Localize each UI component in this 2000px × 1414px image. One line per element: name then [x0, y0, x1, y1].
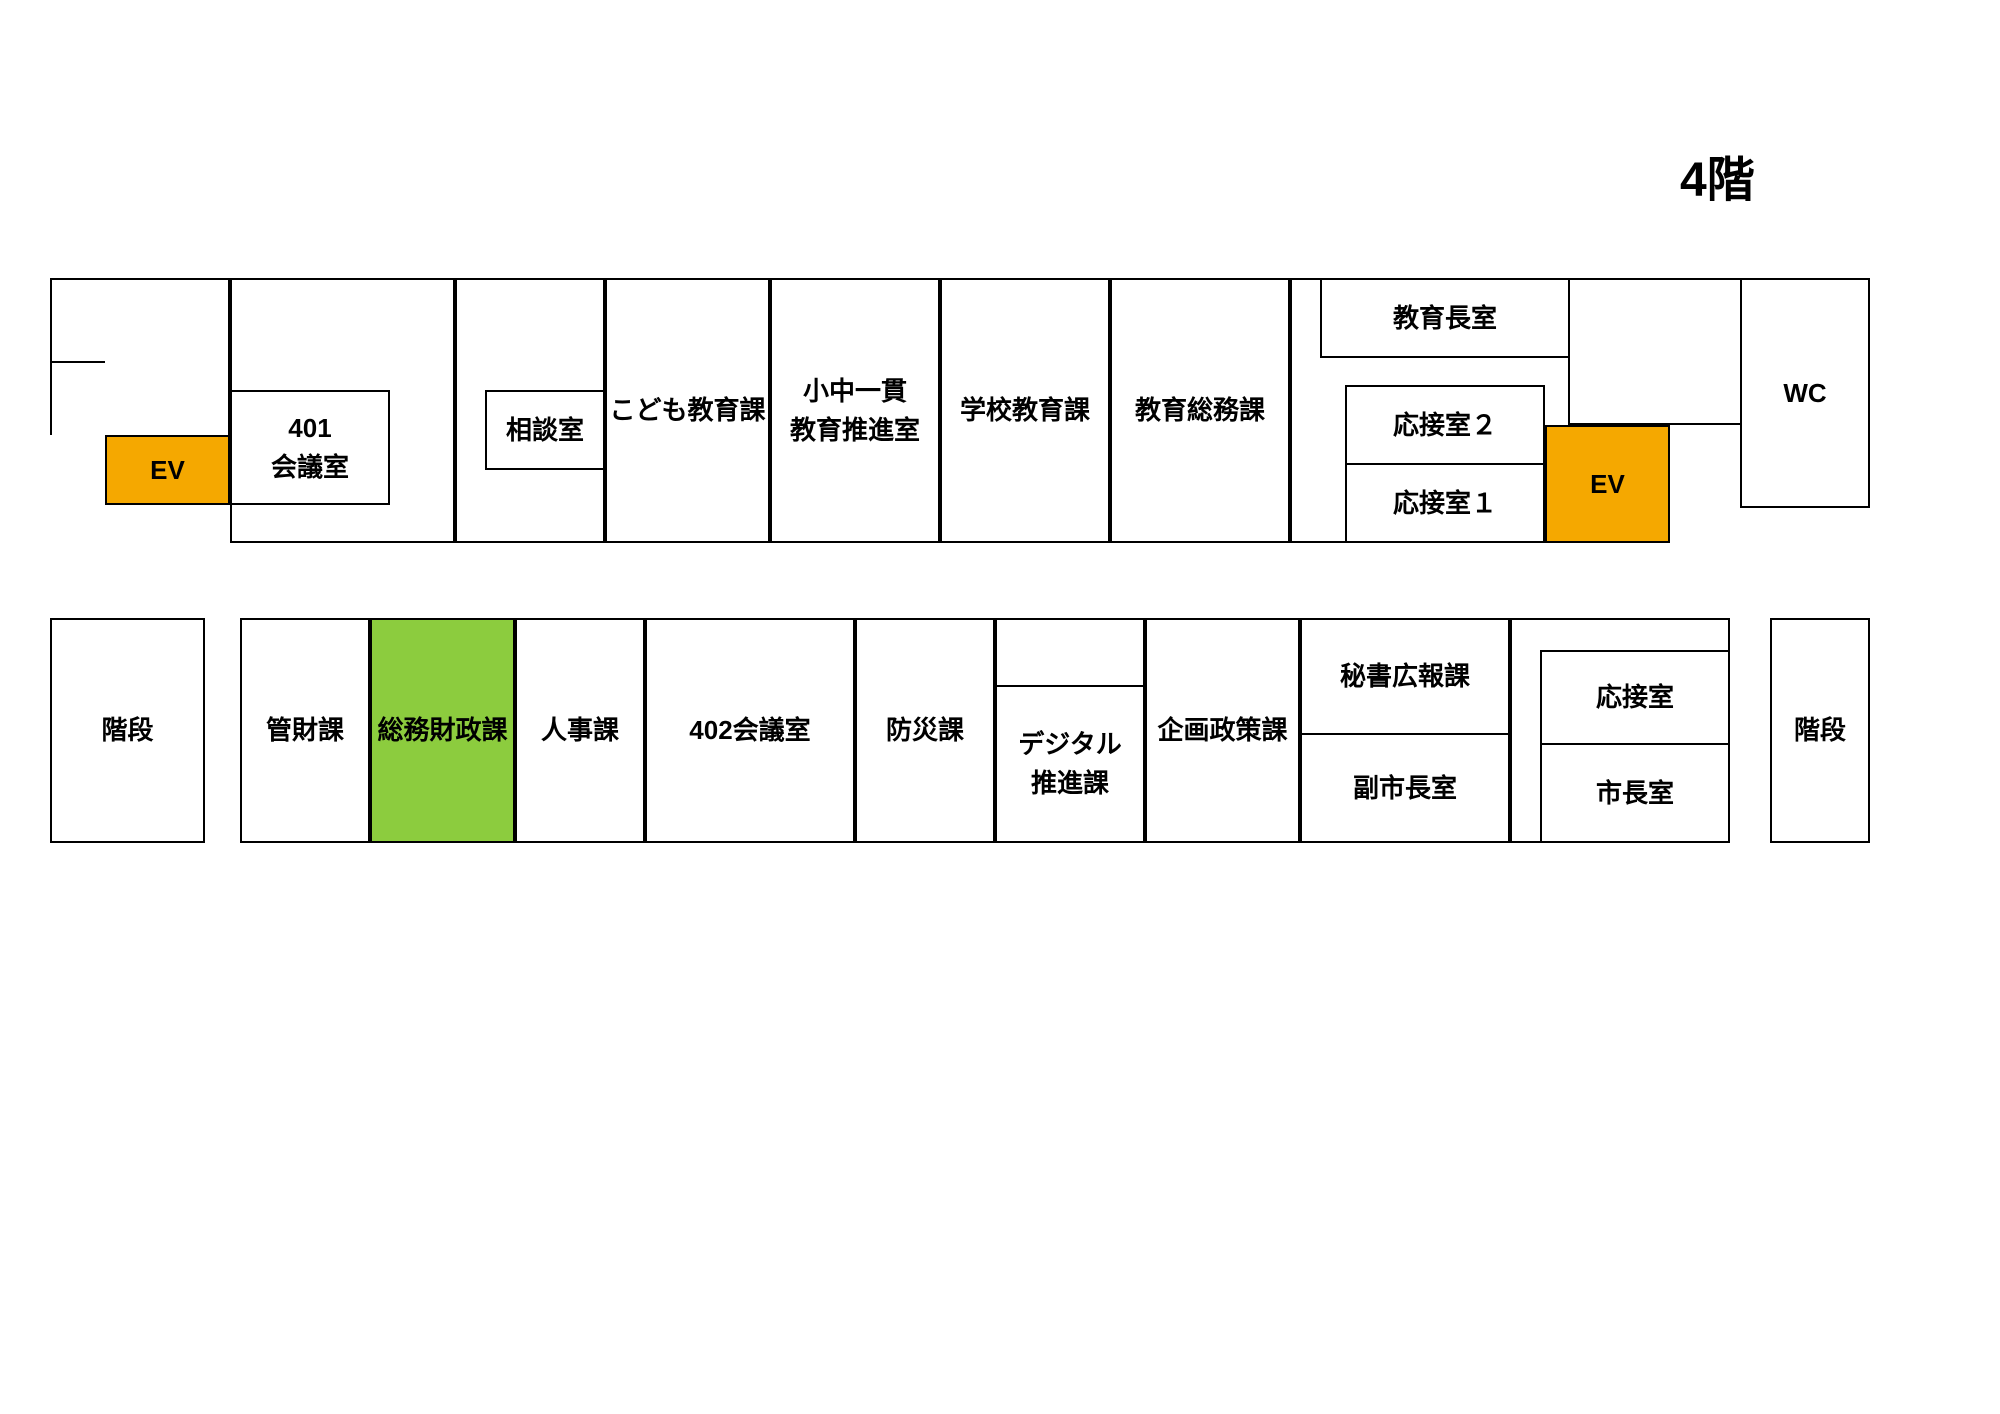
room-label: 秘書広報課 [1340, 657, 1470, 696]
room-label: 階段 [101, 711, 153, 750]
room-label: 防災課 [886, 711, 964, 750]
room-somu-zaisei: 総務財政課 [370, 618, 515, 843]
room-label: 教育総務課 [1135, 391, 1265, 430]
room-kikaku: 企画政策課 [1145, 618, 1300, 843]
room-shicho: 市長室 [1540, 743, 1730, 843]
room-shochu: 小中一貫 教育推進室 [770, 278, 940, 543]
room-top-outline-left [50, 278, 105, 363]
room-label: 402会議室 [689, 711, 810, 750]
room-label: 管財課 [266, 711, 344, 750]
room-label: 応接室１ [1393, 484, 1497, 523]
room-label: 人事課 [541, 711, 619, 750]
floor-title: 4階 [1680, 140, 1755, 210]
room-label: 副市長室 [1353, 769, 1457, 808]
room-osetsu-b: 応接室 [1540, 650, 1730, 745]
room-osetsu1: 応接室１ [1345, 463, 1545, 543]
room-stairs-left: 階段 [50, 618, 205, 843]
room-room-402: 402会議室 [645, 618, 855, 843]
room-label: 学校教育課 [960, 391, 1090, 430]
room-stairs-right: 階段 [1770, 618, 1870, 843]
room-osetsu2: 応接室２ [1345, 385, 1545, 465]
room-label: デジタル 推進課 [1018, 725, 1121, 803]
room-label: EV [150, 451, 185, 490]
room-label: 応接室２ [1393, 406, 1497, 445]
room-jinji: 人事課 [515, 618, 645, 843]
room-gakko: 学校教育課 [940, 278, 1110, 543]
room-label: 市長室 [1596, 774, 1674, 813]
room-bosai: 防災課 [855, 618, 995, 843]
room-label: 教育長室 [1393, 299, 1497, 338]
room-label: EV [1590, 465, 1625, 504]
room-label: 相談室 [506, 411, 584, 450]
room-kanzai: 管財課 [240, 618, 370, 843]
room-sodan: 相談室 [485, 390, 605, 470]
room-label: WC [1783, 374, 1826, 413]
room-wc-notch [1740, 385, 1775, 508]
room-kyoiku-somu: 教育総務課 [1110, 278, 1290, 543]
room-label: 401 会議室 [271, 409, 349, 487]
room-hisho: 秘書広報課 [1300, 618, 1510, 735]
room-label: 小中一貫 教育推進室 [790, 372, 920, 450]
room-label: こども教育課 [609, 391, 765, 430]
room-room-401: 401 会議室 [230, 390, 390, 505]
room-label: 階段 [1794, 711, 1846, 750]
room-label: 総務財政課 [377, 711, 507, 750]
room-fukushicho: 副市長室 [1300, 733, 1510, 843]
room-digital: デジタル 推進課 [995, 685, 1145, 843]
room-top-wrap-ev-right [1570, 278, 1740, 425]
room-kodomo: こども教育課 [605, 278, 770, 543]
room-label: 企画政策課 [1157, 711, 1287, 750]
room-kyoikucho: 教育長室 [1320, 278, 1570, 358]
room-ev-left: EV [105, 435, 230, 505]
room-label: 応接室 [1596, 678, 1674, 717]
room-ev-right: EV [1545, 425, 1670, 543]
